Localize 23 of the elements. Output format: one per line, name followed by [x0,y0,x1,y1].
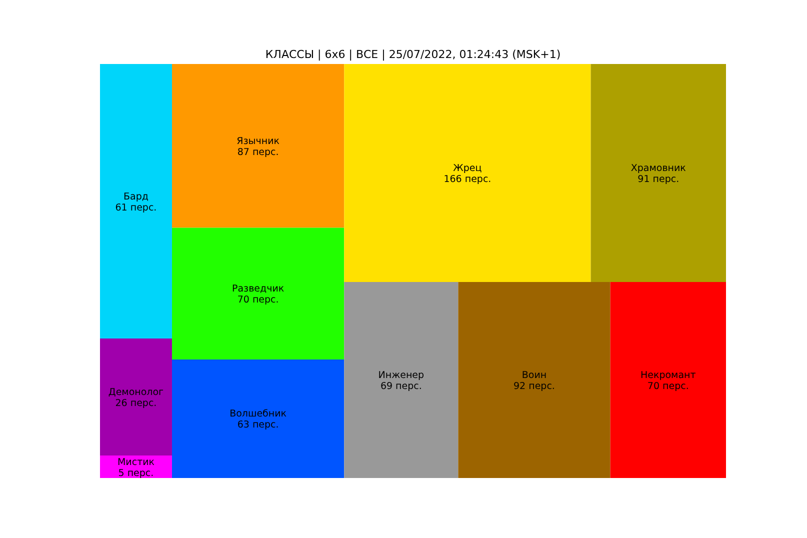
data-label: 63 перс. [237,420,279,431]
data-label: 61 перс. [115,202,157,214]
data-label: 70 перс. [237,294,279,306]
data-label: 69 перс. [380,381,422,392]
data-label: 26 перс. [115,398,157,409]
category-label: Язычник [236,136,280,147]
category-label: Волшебник [230,408,287,420]
category-label: Инженер [378,370,424,382]
data-label: 91 перс. [638,174,680,186]
data-label: 166 перс. [444,174,492,186]
category-label: Жрец [453,163,482,174]
category-label: Бард [124,191,149,202]
category-label: Разведчик [232,284,284,295]
category-label: Демонолог [108,387,164,398]
data-label: 87 перс. [237,146,279,158]
data-label: 5 перс. [118,468,154,479]
data-label: 92 перс. [514,381,555,392]
category-label: Мистик [117,456,155,468]
category-label: Некромант [640,370,696,382]
category-label: Храмовник [630,163,686,174]
data-label: 70 перс. [647,381,689,392]
text: КЛАССЫ | 6x6 | ВСЕ | 25/07/2022, 01:24:43 (MSK+1) [265,48,561,61]
category-label: Воин [522,370,547,382]
